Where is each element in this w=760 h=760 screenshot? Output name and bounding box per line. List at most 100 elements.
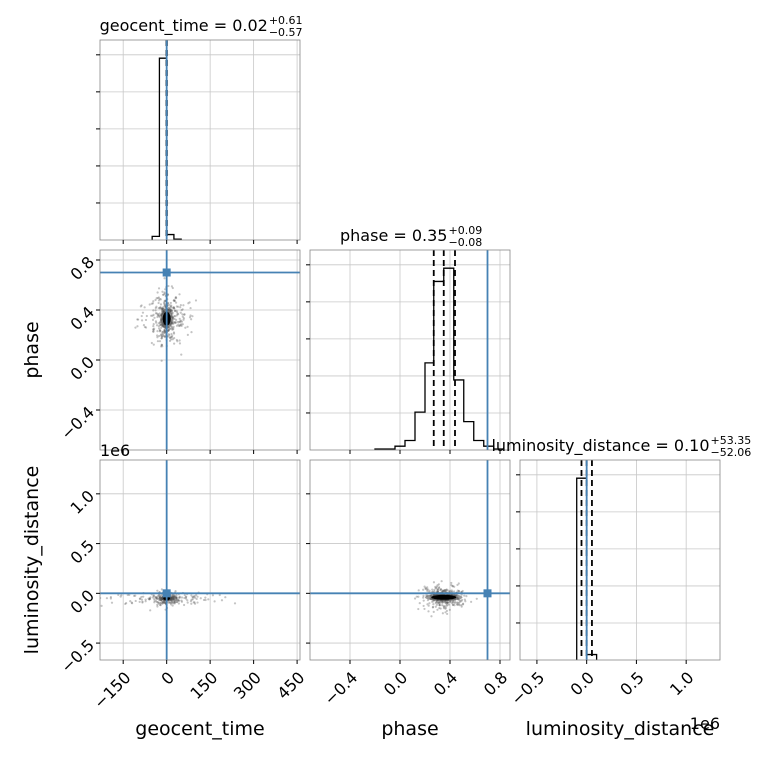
sample-point bbox=[224, 596, 227, 599]
sample-point bbox=[450, 583, 453, 587]
sample-point bbox=[161, 601, 164, 605]
sample-point bbox=[173, 601, 176, 604]
sample-point bbox=[170, 309, 174, 312]
sample-point bbox=[189, 306, 192, 310]
sample-point bbox=[452, 590, 456, 593]
sample-point bbox=[154, 596, 157, 599]
sample-point bbox=[458, 601, 461, 604]
sample-point bbox=[182, 603, 186, 607]
y-tick-label-luminosity_distance: 1.0 bbox=[67, 486, 98, 517]
sample-point bbox=[144, 600, 147, 603]
sample-point bbox=[202, 598, 206, 602]
sample-point bbox=[159, 298, 162, 301]
sample-point bbox=[152, 328, 155, 331]
sample-point bbox=[172, 597, 175, 601]
sample-point bbox=[172, 305, 175, 309]
sample-point bbox=[413, 597, 417, 600]
sample-point bbox=[172, 306, 175, 309]
sample-point bbox=[439, 588, 442, 591]
sample-point bbox=[189, 600, 193, 603]
sample-point bbox=[169, 301, 172, 305]
scatter-phase_vs_geocent_time-frame bbox=[99, 249, 301, 451]
sample-point bbox=[447, 603, 451, 606]
sample-point bbox=[143, 306, 146, 309]
sample-point bbox=[191, 315, 194, 318]
sample-point bbox=[178, 317, 181, 320]
sample-point bbox=[450, 581, 453, 585]
sample-point bbox=[160, 337, 163, 340]
sample-point bbox=[154, 312, 158, 315]
sample-point bbox=[456, 583, 459, 587]
sample-point bbox=[422, 599, 425, 602]
x-tick-label-geocent_time: −150 bbox=[90, 668, 135, 713]
sample-point bbox=[159, 598, 162, 601]
sample-point bbox=[129, 600, 132, 603]
sample-point bbox=[439, 589, 442, 592]
sample-point bbox=[174, 595, 177, 598]
sample-point bbox=[172, 597, 176, 601]
sample-point bbox=[174, 596, 178, 599]
sample-point bbox=[171, 311, 174, 315]
sample-point bbox=[434, 602, 437, 605]
sample-point bbox=[168, 334, 171, 337]
sample-point bbox=[435, 603, 439, 606]
sample-point bbox=[442, 589, 446, 592]
sample-point bbox=[161, 293, 165, 296]
sample-point bbox=[152, 594, 155, 597]
sample-point bbox=[152, 300, 155, 303]
sample-point bbox=[190, 598, 193, 601]
sample-point bbox=[446, 612, 449, 616]
sample-point bbox=[161, 308, 164, 311]
sample-point bbox=[445, 589, 448, 592]
sample-point bbox=[456, 601, 459, 604]
sample-point bbox=[431, 590, 434, 593]
sample-point bbox=[175, 324, 179, 327]
sample-point bbox=[460, 603, 463, 607]
truth-marker bbox=[162, 589, 171, 598]
sample-point bbox=[180, 320, 184, 323]
hist-luminosity_distance-frame bbox=[519, 459, 721, 661]
sample-point bbox=[431, 588, 434, 591]
sample-point bbox=[161, 332, 164, 336]
sample-point bbox=[457, 589, 461, 593]
sample-point bbox=[447, 589, 450, 592]
sample-point bbox=[160, 307, 163, 310]
sample-point bbox=[434, 585, 437, 588]
sample-point bbox=[426, 603, 429, 606]
sample-point bbox=[128, 593, 131, 596]
sample-point bbox=[436, 584, 439, 587]
sample-point bbox=[443, 601, 446, 604]
scatter-luminosity_distance_vs_geocent_time-background bbox=[100, 460, 300, 660]
sample-point bbox=[179, 319, 183, 322]
y-tick-label-phase: 0.0 bbox=[67, 353, 98, 384]
sample-point bbox=[438, 603, 441, 606]
sample-point bbox=[136, 325, 139, 328]
sample-point bbox=[153, 316, 156, 319]
sample-point bbox=[191, 598, 194, 601]
sample-point bbox=[175, 338, 178, 342]
sample-point bbox=[168, 327, 171, 330]
sample-point bbox=[171, 601, 174, 604]
panel-title-luminosity_distance: luminosity_distance = 0.10 bbox=[491, 436, 709, 456]
sample-point bbox=[125, 601, 128, 605]
sample-point bbox=[192, 596, 195, 599]
sample-point bbox=[149, 609, 152, 612]
sample-point bbox=[170, 325, 173, 329]
sample-point bbox=[180, 596, 184, 599]
sample-point bbox=[190, 318, 193, 321]
sample-point bbox=[169, 602, 172, 605]
sample-point bbox=[451, 601, 454, 604]
sample-point bbox=[156, 589, 159, 592]
title-lower-error: −0.08 bbox=[448, 236, 482, 249]
sample-point bbox=[426, 588, 430, 591]
sample-point bbox=[417, 595, 420, 598]
sample-point bbox=[150, 302, 153, 305]
sample-point bbox=[442, 604, 445, 607]
sample-point bbox=[140, 304, 143, 307]
sample-point bbox=[184, 596, 188, 599]
x-axis-label-phase: phase bbox=[381, 718, 438, 740]
sample-point bbox=[173, 598, 176, 602]
sample-point bbox=[155, 297, 158, 300]
sample-point bbox=[161, 334, 164, 337]
